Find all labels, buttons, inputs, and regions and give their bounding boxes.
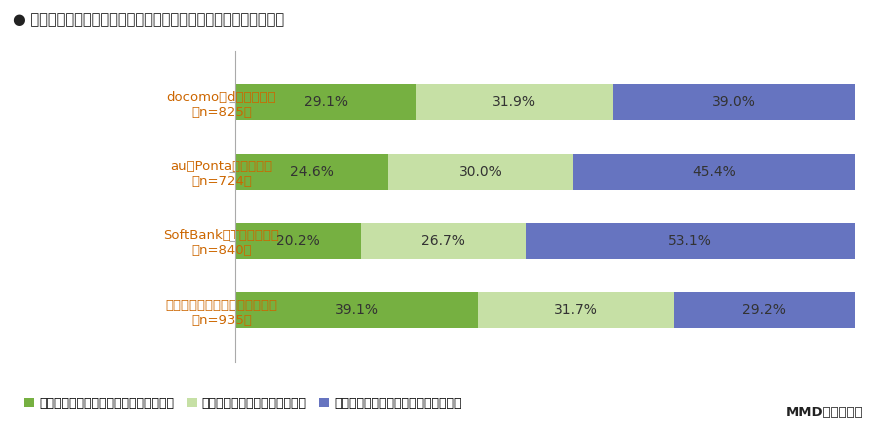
Text: 39.1%: 39.1% xyxy=(335,303,378,317)
Bar xyxy=(574,154,855,190)
Text: 31.7%: 31.7% xyxy=(554,303,597,317)
Text: 53.1%: 53.1% xyxy=(668,234,712,248)
Text: ● 通信会社を継続する理由に利用しているポイントサービスの影響: ● 通信会社を継続する理由に利用しているポイントサービスの影響 xyxy=(13,13,284,28)
Text: 29.1%: 29.1% xyxy=(303,96,348,109)
Legend: とても重要で継続する理由になっている, やや継続する理由になっている, 特にポイントが理由にはなっていない: とても重要で継続する理由になっている, やや継続する理由になっている, 特にポイ… xyxy=(19,392,467,415)
Text: 24.6%: 24.6% xyxy=(290,165,333,179)
Text: 29.2%: 29.2% xyxy=(742,303,786,317)
Text: 26.7%: 26.7% xyxy=(421,234,465,248)
Text: MMD研究所調べ: MMD研究所調べ xyxy=(786,406,863,419)
Bar xyxy=(416,85,613,120)
Bar xyxy=(235,154,388,190)
Text: 39.0%: 39.0% xyxy=(712,96,756,109)
Text: 31.9%: 31.9% xyxy=(493,96,536,109)
Bar xyxy=(235,223,360,259)
Bar xyxy=(360,223,526,259)
Text: 30.0%: 30.0% xyxy=(459,165,502,179)
Text: 45.4%: 45.4% xyxy=(692,165,736,179)
Bar xyxy=(235,85,416,120)
Bar xyxy=(478,292,674,328)
Bar xyxy=(613,85,855,120)
Bar xyxy=(235,292,478,328)
Bar xyxy=(526,223,855,259)
Text: 20.2%: 20.2% xyxy=(276,234,320,248)
Bar xyxy=(388,154,574,190)
Bar xyxy=(674,292,855,328)
